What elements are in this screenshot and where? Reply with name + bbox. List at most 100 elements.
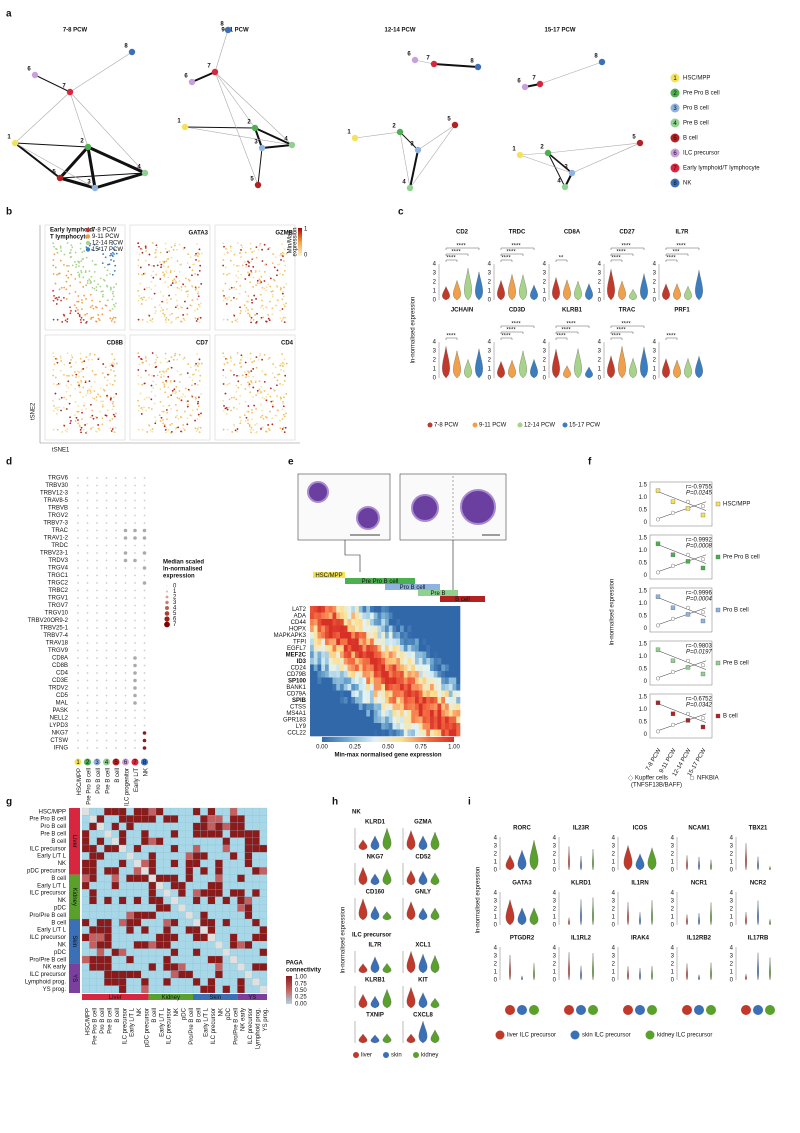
gene-title: KLRD1 [571, 881, 592, 887]
y-tick-label: 4 [543, 340, 547, 346]
heat-cell [355, 671, 360, 678]
heat-cell [141, 852, 149, 860]
heat-cell [381, 612, 386, 620]
heat-cell [185, 844, 194, 853]
cell-dot [245, 266, 247, 269]
cell-dot [184, 410, 186, 413]
cell-dot [98, 319, 101, 322]
heat-cell [362, 651, 367, 659]
cell-dot [52, 383, 55, 385]
graph-title: 9-11 PCW [221, 28, 249, 34]
dot [77, 687, 79, 689]
col-label: pDC [226, 1007, 232, 1020]
heat-cell [411, 697, 416, 704]
heat-cell [192, 985, 201, 994]
heat-cell [448, 612, 453, 620]
cell-dot [82, 396, 85, 398]
heat-cell [118, 955, 127, 964]
cell-dot [173, 380, 176, 383]
tsne-panel [129, 334, 211, 441]
cell-dot [230, 409, 232, 412]
cell-dot [143, 272, 146, 275]
heat-cell [411, 723, 416, 730]
cell-dot [258, 388, 261, 391]
y-tick-label: 4 [612, 836, 616, 842]
cell-dot [112, 255, 114, 258]
cell-dot [97, 283, 100, 286]
dot [77, 694, 79, 697]
heat-cell [392, 632, 397, 639]
graph-edge [86, 146, 97, 189]
legend-label: skin ILC precursor [582, 1033, 631, 1039]
cell-dot [56, 408, 59, 411]
heat-cell [155, 874, 164, 883]
legend-dot [164, 611, 170, 616]
heat-cell [366, 729, 371, 737]
violin [430, 907, 440, 921]
series-label: Pre B cell [723, 661, 749, 667]
dot [86, 709, 89, 712]
cell-dot [237, 380, 240, 383]
legend-swatch [670, 103, 680, 113]
cell-dot [184, 300, 186, 303]
cell-dot [247, 260, 249, 263]
cell-dot [59, 245, 62, 248]
heat-cell [403, 690, 408, 698]
cell-dot [186, 400, 189, 403]
cell-dot [94, 373, 96, 376]
cell-dot [155, 255, 158, 258]
violin [552, 349, 560, 379]
graph-edge [69, 51, 133, 93]
graph-title: 12-14 PCW [384, 28, 415, 34]
node-label: 2 [80, 139, 84, 145]
heat-cell [170, 889, 179, 897]
violin [698, 856, 700, 871]
heat-cell [155, 815, 164, 823]
cell-dot [247, 419, 249, 421]
cell-dot [224, 376, 227, 379]
heat-cell [163, 830, 171, 838]
heat-cell [340, 651, 345, 659]
panel-title: T lymphocyte [50, 235, 89, 241]
dot [96, 522, 98, 524]
cell-dot [261, 286, 264, 289]
heat-cell [396, 619, 401, 626]
heat-cell [381, 716, 386, 724]
colorbar-tick: 0.75 [415, 745, 427, 751]
heat-cell [373, 651, 378, 659]
gene-title: KIT [418, 978, 428, 984]
cell-dot [104, 304, 107, 307]
cell-dot [94, 263, 96, 266]
trend-line [655, 554, 707, 573]
graph-node [188, 78, 196, 86]
dot [86, 664, 89, 667]
heat-cell [388, 723, 393, 730]
y-tick-label: 2 [671, 852, 675, 858]
cell-dot [91, 248, 93, 251]
violin [745, 843, 747, 871]
cell-dot [89, 389, 92, 392]
cell-dot [58, 406, 60, 409]
cell-dot [276, 409, 279, 412]
cell-dot [265, 289, 268, 292]
heat-cell [148, 926, 157, 934]
heat-cell [229, 807, 238, 816]
heat-cell [325, 703, 330, 711]
cell-dot [196, 418, 199, 420]
heat-cell [244, 852, 253, 860]
legend-label: 12-14 PCW [92, 241, 123, 247]
heat-cell [89, 830, 97, 838]
heat-cell [407, 710, 412, 717]
cell-dot [283, 321, 286, 324]
heat-cell [336, 632, 341, 639]
heat-cell [415, 703, 420, 711]
heat-cell [415, 684, 420, 691]
heat-cell [141, 963, 149, 971]
heat-cell [388, 612, 393, 620]
heat-cell [418, 638, 423, 646]
heat-cell [433, 619, 438, 626]
panel-letter: c [398, 207, 404, 218]
dot [124, 522, 127, 524]
group-dot [576, 1005, 586, 1015]
cell-dot [99, 395, 102, 398]
